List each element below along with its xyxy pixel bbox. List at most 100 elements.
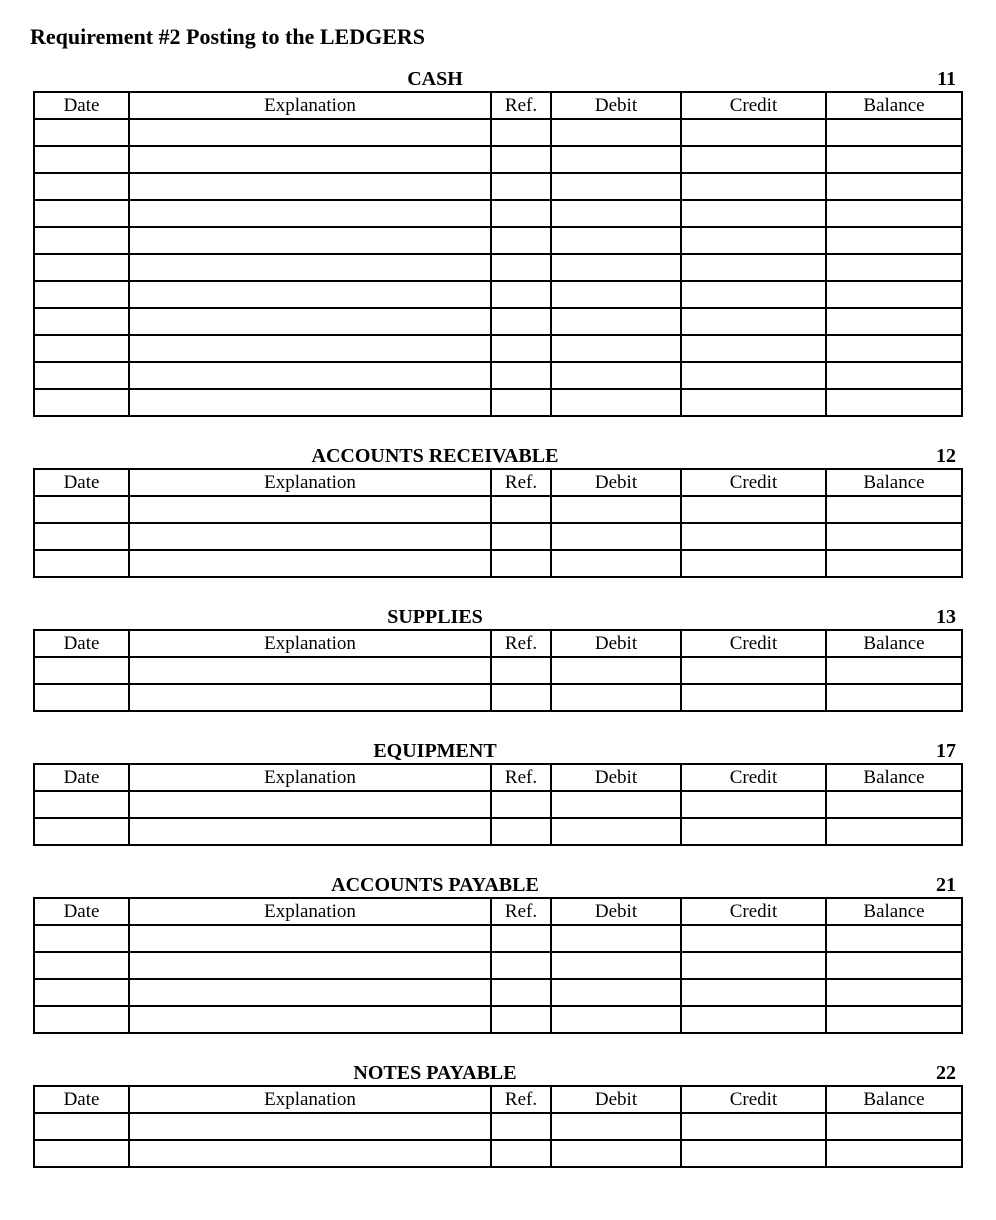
cell-explanation: [129, 1140, 491, 1167]
cell-balance: [826, 389, 962, 416]
ledger-title: SUPPLIES: [34, 606, 836, 629]
cell-date: [34, 227, 129, 254]
cell-balance: [826, 146, 962, 173]
cell-debit: [551, 173, 681, 200]
cell-balance: [826, 523, 962, 550]
column-header-date: Date: [34, 469, 129, 496]
table-row: [34, 925, 962, 952]
cell-explanation: [129, 173, 491, 200]
cell-explanation: [129, 1006, 491, 1033]
ledgers-container: CASH11DateExplanationRef.DebitCreditBala…: [30, 68, 966, 1168]
cell-credit: [681, 227, 826, 254]
cell-date: [34, 119, 129, 146]
cell-date: [34, 389, 129, 416]
cell-balance: [826, 979, 962, 1006]
column-header-ref: Ref.: [491, 469, 551, 496]
ledger-block: SUPPLIES13DateExplanationRef.DebitCredit…: [30, 606, 966, 712]
cell-date: [34, 952, 129, 979]
table-row: [34, 523, 962, 550]
ledger-column-header-row: DateExplanationRef.DebitCreditBalance: [34, 898, 962, 925]
cell-credit: [681, 791, 826, 818]
table-row: [34, 227, 962, 254]
cell-explanation: [129, 550, 491, 577]
cell-balance: [826, 657, 962, 684]
cell-balance: [826, 308, 962, 335]
cell-explanation: [129, 389, 491, 416]
table-row: [34, 496, 962, 523]
column-header-explanation: Explanation: [129, 92, 491, 119]
cell-date: [34, 1006, 129, 1033]
cell-explanation: [129, 684, 491, 711]
cell-debit: [551, 254, 681, 281]
cell-ref: [491, 1140, 551, 1167]
ledger-block: CASH11DateExplanationRef.DebitCreditBala…: [30, 68, 966, 417]
cell-date: [34, 1113, 129, 1140]
cell-date: [34, 818, 129, 845]
cell-date: [34, 254, 129, 281]
table-row: [34, 791, 962, 818]
cell-balance: [826, 227, 962, 254]
cell-date: [34, 925, 129, 952]
table-row: [34, 818, 962, 845]
cell-debit: [551, 200, 681, 227]
cell-debit: [551, 952, 681, 979]
column-header-debit: Debit: [551, 764, 681, 791]
cell-credit: [681, 1113, 826, 1140]
cell-ref: [491, 657, 551, 684]
column-header-credit: Credit: [681, 1086, 826, 1113]
table-row: [34, 281, 962, 308]
ledger-number: 17: [836, 740, 962, 763]
cell-balance: [826, 925, 962, 952]
cell-debit: [551, 550, 681, 577]
ledger-header: EQUIPMENT17: [34, 740, 962, 763]
cell-ref: [491, 684, 551, 711]
cell-credit: [681, 657, 826, 684]
cell-balance: [826, 1113, 962, 1140]
cell-date: [34, 791, 129, 818]
column-header-date: Date: [34, 1086, 129, 1113]
cell-explanation: [129, 227, 491, 254]
ledger-table: DateExplanationRef.DebitCreditBalance: [33, 897, 963, 1034]
ledger-table: DateExplanationRef.DebitCreditBalance: [33, 1085, 963, 1168]
cell-explanation: [129, 146, 491, 173]
ledger-title: CASH: [34, 68, 836, 91]
cell-balance: [826, 119, 962, 146]
column-header-credit: Credit: [681, 630, 826, 657]
cell-credit: [681, 362, 826, 389]
cell-ref: [491, 281, 551, 308]
column-header-credit: Credit: [681, 764, 826, 791]
ledger-block: EQUIPMENT17DateExplanationRef.DebitCredi…: [30, 740, 966, 846]
cell-ref: [491, 362, 551, 389]
cell-ref: [491, 523, 551, 550]
cell-debit: [551, 389, 681, 416]
cell-ref: [491, 925, 551, 952]
column-header-explanation: Explanation: [129, 1086, 491, 1113]
column-header-ref: Ref.: [491, 630, 551, 657]
cell-date: [34, 335, 129, 362]
ledger-block: ACCOUNTS RECEIVABLE12DateExplanationRef.…: [30, 445, 966, 578]
cell-credit: [681, 952, 826, 979]
cell-ref: [491, 952, 551, 979]
cell-balance: [826, 952, 962, 979]
cell-credit: [681, 496, 826, 523]
cell-debit: [551, 308, 681, 335]
cell-ref: [491, 254, 551, 281]
cell-date: [34, 1140, 129, 1167]
column-header-credit: Credit: [681, 469, 826, 496]
cell-ref: [491, 1006, 551, 1033]
cell-balance: [826, 254, 962, 281]
cell-credit: [681, 200, 826, 227]
column-header-explanation: Explanation: [129, 630, 491, 657]
cell-debit: [551, 119, 681, 146]
cell-date: [34, 173, 129, 200]
table-row: [34, 335, 962, 362]
cell-explanation: [129, 657, 491, 684]
cell-credit: [681, 523, 826, 550]
cell-balance: [826, 281, 962, 308]
cell-credit: [681, 335, 826, 362]
column-header-credit: Credit: [681, 92, 826, 119]
table-row: [34, 952, 962, 979]
ledger-table: DateExplanationRef.DebitCreditBalance: [33, 629, 963, 712]
cell-credit: [681, 550, 826, 577]
column-header-balance: Balance: [826, 469, 962, 496]
